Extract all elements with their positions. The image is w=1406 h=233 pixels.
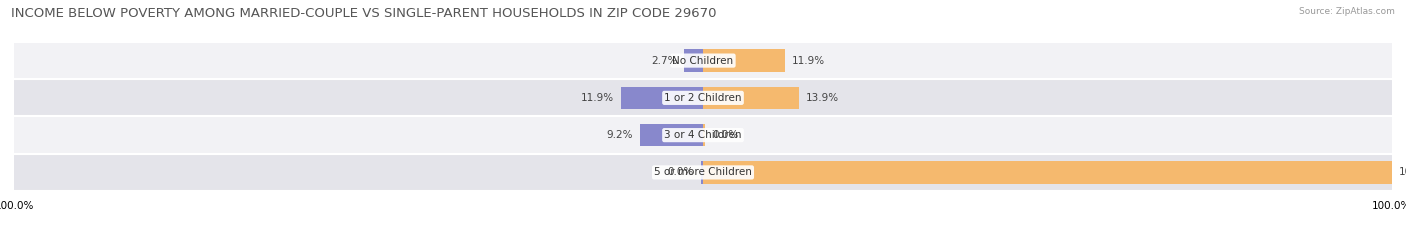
Bar xyxy=(703,49,785,72)
Text: Source: ZipAtlas.com: Source: ZipAtlas.com xyxy=(1299,7,1395,16)
Bar xyxy=(703,87,799,109)
Text: 0.0%: 0.0% xyxy=(711,130,738,140)
Bar xyxy=(621,87,703,109)
Bar xyxy=(14,79,1392,116)
Bar xyxy=(14,154,1392,191)
Text: No Children: No Children xyxy=(672,56,734,65)
Text: 9.2%: 9.2% xyxy=(606,130,633,140)
Text: 1 or 2 Children: 1 or 2 Children xyxy=(664,93,742,103)
Text: 3 or 4 Children: 3 or 4 Children xyxy=(664,130,742,140)
Legend: Married Couples, Single Parents: Married Couples, Single Parents xyxy=(599,230,807,233)
Text: 13.9%: 13.9% xyxy=(806,93,839,103)
Text: 100.0%: 100.0% xyxy=(1399,168,1406,177)
Bar xyxy=(702,161,703,184)
Text: 5 or more Children: 5 or more Children xyxy=(654,168,752,177)
Text: 11.9%: 11.9% xyxy=(581,93,614,103)
Text: 0.0%: 0.0% xyxy=(668,168,695,177)
Text: INCOME BELOW POVERTY AMONG MARRIED-COUPLE VS SINGLE-PARENT HOUSEHOLDS IN ZIP COD: INCOME BELOW POVERTY AMONG MARRIED-COUPL… xyxy=(11,7,717,20)
Bar xyxy=(14,42,1392,79)
Bar xyxy=(703,124,704,146)
Text: 11.9%: 11.9% xyxy=(792,56,825,65)
Text: 2.7%: 2.7% xyxy=(651,56,678,65)
Bar xyxy=(685,49,703,72)
Bar xyxy=(703,161,1392,184)
Bar xyxy=(14,116,1392,154)
Bar xyxy=(640,124,703,146)
